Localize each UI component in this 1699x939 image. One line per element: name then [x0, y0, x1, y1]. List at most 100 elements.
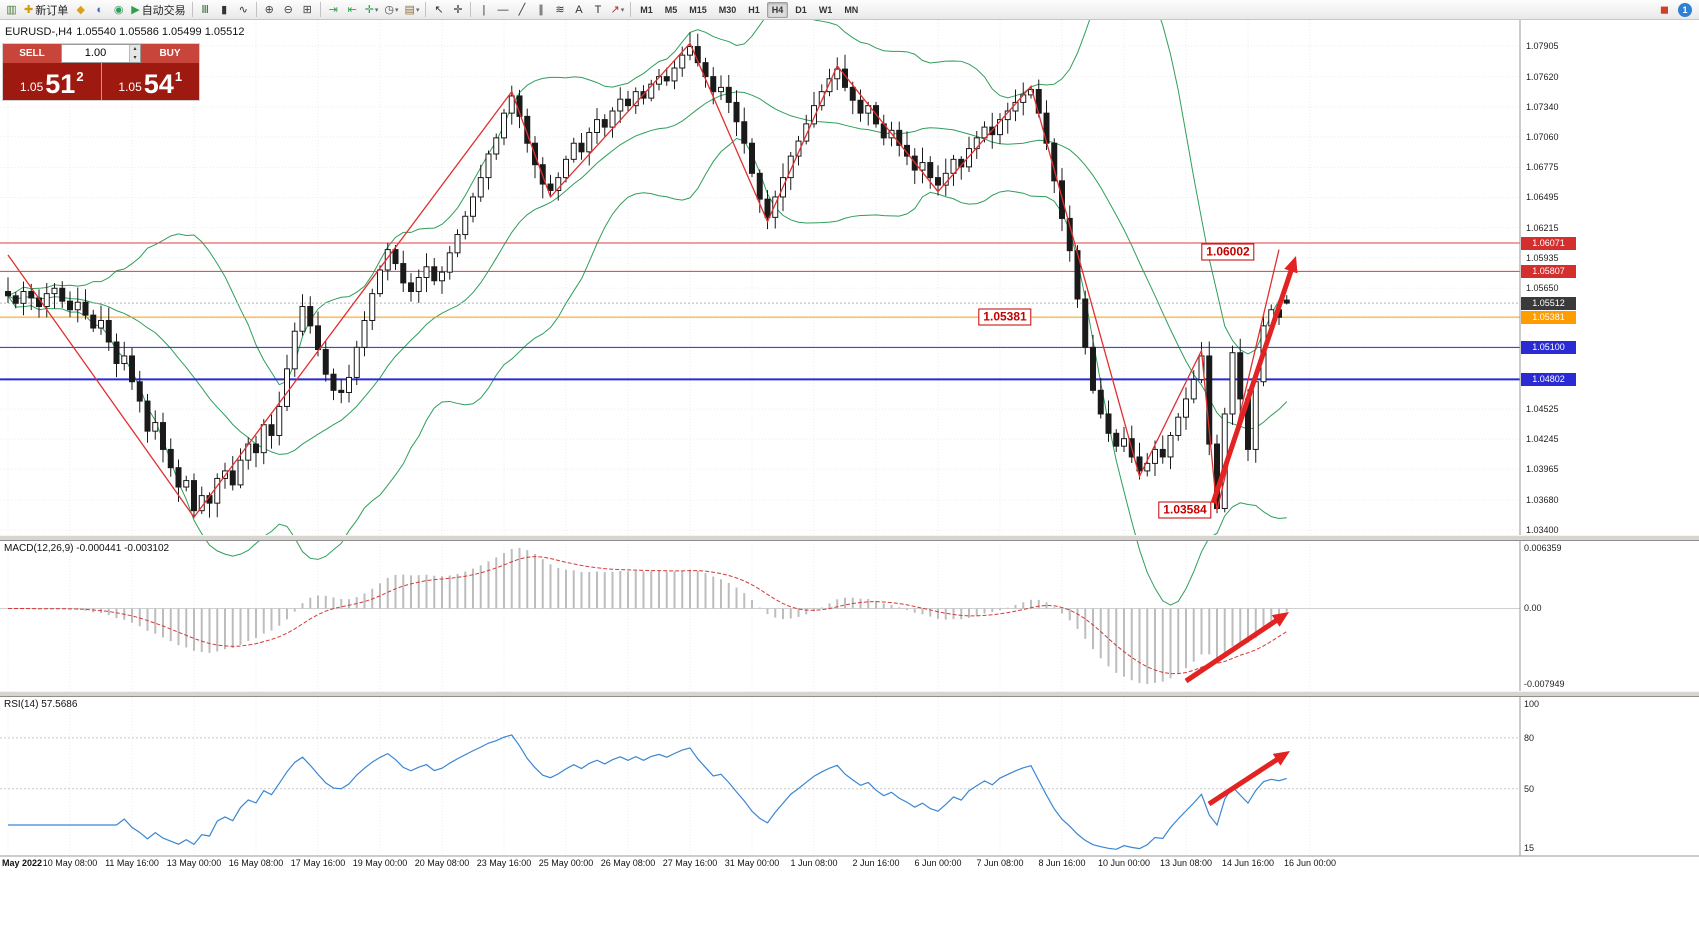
- timeframe-h1-button[interactable]: H1: [748, 4, 760, 15]
- timeframe-m1-button[interactable]: M1: [640, 4, 653, 15]
- fibonacci-button[interactable]: ≋: [550, 1, 569, 19]
- new-order-icon: ✚: [24, 3, 34, 16]
- sell-price-pip: 2: [76, 69, 84, 84]
- trend-arrow[interactable]: [1210, 262, 1296, 504]
- indicators-button[interactable]: ✛ ▾: [362, 1, 382, 19]
- panel-splitter-rsi[interactable]: [0, 691, 1699, 697]
- trendline-button[interactable]: ╱: [512, 1, 531, 19]
- timeframe-m30-button[interactable]: M30: [718, 4, 737, 15]
- trend-arrow[interactable]: [1184, 614, 1284, 684]
- chevron-down-icon: ▾: [415, 6, 420, 14]
- navigator-button[interactable]: ◉: [109, 1, 128, 19]
- volume-value[interactable]: 1.00: [84, 47, 107, 59]
- trend-arrow-head: [1284, 256, 1298, 274]
- rsi-title: RSI(14): [4, 699, 39, 710]
- vertical-line-icon: |: [482, 3, 486, 16]
- trend-arrow-head: [1272, 751, 1290, 766]
- timeframe-m5-button[interactable]: M5: [664, 4, 678, 15]
- market-watch-button[interactable]: ◆: [71, 1, 90, 19]
- templates-button[interactable]: ▤ ▾: [402, 1, 423, 19]
- zoom-in-icon: ⊕: [264, 3, 274, 16]
- symbol-period-label: EURUSD-,H4: [5, 26, 73, 38]
- trend-arrow[interactable]: [1207, 753, 1285, 807]
- buy-button[interactable]: BUY: [141, 44, 199, 63]
- text-icon: A: [575, 3, 583, 16]
- zoom-in-button[interactable]: ⊕: [260, 1, 279, 19]
- zigzag-line[interactable]: [7, 42, 1280, 519]
- rsi-line: [8, 734, 1287, 850]
- timeframe-mn-button[interactable]: MN: [844, 4, 859, 15]
- fibonacci-icon: ≋: [555, 3, 565, 16]
- price-annotation[interactable]: 1.06002: [1201, 243, 1255, 261]
- chevron-down-icon: ▾: [374, 6, 379, 14]
- sell-price-big: 51: [45, 69, 76, 99]
- candles: [5, 32, 1290, 519]
- channel-icon: ∥: [538, 3, 544, 16]
- text-button[interactable]: A: [569, 1, 588, 19]
- buy-price-prefix: 1.05: [118, 80, 142, 94]
- line-chart-type-icon: ∿: [238, 3, 248, 16]
- autotrade-button[interactable]: ▶ 自动交易: [128, 1, 188, 19]
- toolbar: ▥ ✚ 新订单 ◆ ◐ ◉ ▶ 自动交易 Ⅲ ▮ ∿ ⊕ ⊖ ⊞ ⇥ ⇤ ✛ ▾ ◷ ▾ ▤ ▾ ↖ ✛ | ― ╱ ∥ ≋ A T ↗ ▾ M1…: [0, 0, 1699, 20]
- horizontal-line-button[interactable]: ―: [493, 1, 512, 19]
- timeframe-w1-button[interactable]: W1: [818, 4, 833, 15]
- price-annotation[interactable]: 1.03584: [1158, 501, 1212, 519]
- toolbar-separator: [319, 2, 321, 17]
- bar-chart-type-icon: Ⅲ: [201, 3, 209, 16]
- alert-button[interactable]: ◼: [1655, 1, 1674, 19]
- volume-down-button[interactable]: ▾: [130, 53, 140, 62]
- templates-icon: ▤: [404, 3, 415, 16]
- vertical-line-button[interactable]: |: [474, 1, 493, 19]
- label-icon: T: [594, 3, 602, 16]
- zoom-out-icon: ⊖: [283, 3, 293, 16]
- auto-scroll-button[interactable]: ⇥: [324, 1, 343, 19]
- tile-windows-button[interactable]: ⊞: [298, 1, 317, 19]
- new-chart-icon: ▥: [6, 3, 17, 16]
- periods-icon: ◷: [384, 3, 395, 16]
- horizontal-line-icon: ―: [497, 3, 509, 16]
- toolbar-separator: [425, 2, 427, 17]
- buy-price[interactable]: 1.05 54 1: [102, 63, 200, 100]
- volume-up-button[interactable]: ▴: [130, 45, 140, 54]
- navigator-icon: ◉: [113, 3, 124, 16]
- data-window-button[interactable]: ◐: [90, 1, 109, 19]
- sell-price[interactable]: 1.05 51 2: [3, 63, 102, 100]
- sell-button[interactable]: SELL: [3, 44, 61, 63]
- timeframe-h4-button[interactable]: H4: [766, 1, 789, 18]
- chart-title: EURUSD-,H4 1.05540 1.05586 1.05499 1.0551…: [5, 26, 248, 38]
- periods-button[interactable]: ◷ ▾: [381, 1, 401, 19]
- grid: [0, 20, 1520, 856]
- candlestick-type-button[interactable]: ▮: [215, 1, 234, 19]
- candlestick-type-icon: ▮: [221, 3, 228, 16]
- line-chart-type-button[interactable]: ∿: [234, 1, 253, 19]
- panel-splitter-macd[interactable]: [0, 535, 1699, 541]
- macd-indicator-label: MACD(12,26,9) -0.000441 -0.003102: [4, 543, 169, 554]
- notifications-button[interactable]: 1: [1678, 2, 1692, 17]
- price-annotation[interactable]: 1.05381: [978, 308, 1032, 326]
- ohlc-values: 1.05540 1.05586 1.05499 1.05512: [76, 26, 245, 38]
- channel-button[interactable]: ∥: [531, 1, 550, 19]
- autotrade-icon: ▶: [131, 3, 140, 16]
- bar-chart-type-button[interactable]: Ⅲ: [196, 1, 215, 19]
- crosshair-button[interactable]: ✛: [448, 1, 467, 19]
- toolbar-separator: [191, 2, 193, 17]
- trendline-icon: ╱: [518, 3, 526, 16]
- volume-stepper[interactable]: 1.00 ▴ ▾: [61, 44, 141, 63]
- timeframe-m15-button[interactable]: M15: [689, 4, 707, 15]
- cursor-button[interactable]: ↖: [429, 1, 448, 19]
- new-chart-button[interactable]: ▥: [2, 1, 21, 19]
- arrows-tool-button[interactable]: ↗ ▾: [607, 1, 627, 19]
- chart-shift-button[interactable]: ⇤: [343, 1, 362, 19]
- zoom-out-button[interactable]: ⊖: [279, 1, 298, 19]
- new-order-button[interactable]: ✚ 新订单: [21, 1, 71, 19]
- timeframe-d1-button[interactable]: D1: [795, 4, 807, 15]
- macd-title: MACD(12,26,9): [4, 543, 74, 554]
- indicators-icon: ✛: [364, 3, 374, 16]
- alert-icon: ◼: [1659, 3, 1670, 16]
- macd-histogram: [14, 548, 1288, 684]
- crosshair-icon: ✛: [453, 3, 463, 16]
- macd-signal-line: [7, 556, 1288, 675]
- label-button[interactable]: T: [588, 1, 607, 19]
